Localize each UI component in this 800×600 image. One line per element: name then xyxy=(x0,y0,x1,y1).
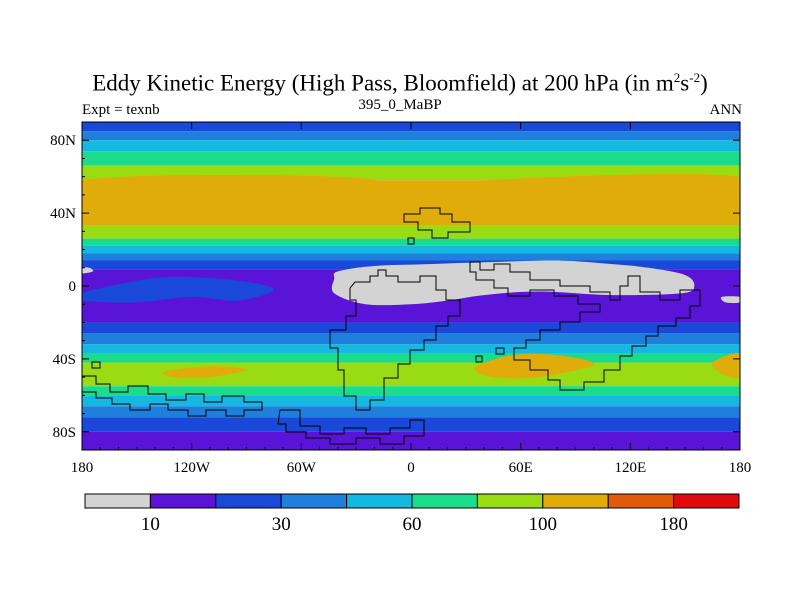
antarctic-margin-coastline xyxy=(277,409,425,445)
contour-band-21 xyxy=(82,431,740,450)
legend-swatch-9 xyxy=(673,493,740,509)
legend-swatch-5 xyxy=(411,493,478,509)
x-tick-label: 120E xyxy=(614,460,646,476)
legend-label: 10 xyxy=(141,514,160,535)
contour-band-3 xyxy=(82,151,740,166)
south-pacific-max xyxy=(711,352,740,379)
tropical-low-region xyxy=(331,260,695,306)
legend-label: 60 xyxy=(403,514,422,535)
south-america-coastline xyxy=(82,375,263,417)
north-atlantic-jet-max xyxy=(462,174,740,225)
contour-band-9 xyxy=(82,253,740,261)
contour-band-17 xyxy=(82,386,740,396)
x-tick-label: 120W xyxy=(173,460,211,476)
central-pacific-low-patch xyxy=(82,267,94,274)
legend-label: 30 xyxy=(272,514,291,535)
contour-band-6 xyxy=(82,225,740,239)
legend-swatch-0 xyxy=(84,493,151,509)
legend-swatch-8 xyxy=(607,493,675,509)
contour-band-20 xyxy=(82,417,740,432)
legend-swatch-1 xyxy=(149,493,217,509)
y-tick-label: 40N xyxy=(50,206,76,222)
y-tick-label: 80S xyxy=(53,425,76,441)
legend-swatch-4 xyxy=(346,493,413,509)
equatorial-dip-west xyxy=(82,276,274,303)
asia-coastline xyxy=(469,261,701,391)
x-tick-label: 60E xyxy=(509,460,533,476)
south-atlantic-max xyxy=(162,366,247,378)
experiment-label: Expt = texnb xyxy=(82,102,160,118)
contour-band-2 xyxy=(82,140,740,152)
legend-swatch-6 xyxy=(476,493,544,509)
coastline-outline xyxy=(82,207,701,445)
x-tick-label: 60W xyxy=(287,460,317,476)
legend-label: 180 xyxy=(659,514,688,535)
x-tick-label: 0 xyxy=(407,460,415,476)
legend-label: 100 xyxy=(529,514,558,535)
contour-band-1 xyxy=(82,131,740,141)
y-tick-label: 0 xyxy=(69,279,77,295)
contour-band-19 xyxy=(82,406,740,418)
contour-band-13 xyxy=(82,333,740,345)
contour-field xyxy=(82,122,740,450)
contour-band-7 xyxy=(82,238,740,246)
chart-title: Eddy Kinetic Energy (High Pass, Bloomfie… xyxy=(92,70,708,96)
axes: 180 120W 60W 0 60E 120E 180 80N 40N 0 40S 80S xyxy=(50,122,751,476)
legend-swatch-7 xyxy=(542,493,609,509)
legend-swatch-3 xyxy=(280,493,348,509)
africa-coastline xyxy=(329,269,461,411)
contour-band-12 xyxy=(82,322,740,334)
run-label: 395_0_MaBP xyxy=(358,97,442,113)
east-pacific-low-patch xyxy=(720,296,740,304)
contour-band-14 xyxy=(82,344,740,354)
south-indian-max xyxy=(474,353,595,379)
contour-band-18 xyxy=(82,395,740,407)
x-tick-label: 180 xyxy=(729,460,752,476)
contour-band-8 xyxy=(82,245,740,254)
legend-swatch-2 xyxy=(215,493,282,509)
period-label: ANN xyxy=(709,102,743,118)
europe-coastline xyxy=(403,207,471,245)
x-tick-label: 180 xyxy=(71,460,94,476)
pacific-island-outline xyxy=(91,347,505,369)
y-tick-label: 40S xyxy=(53,352,76,368)
north-pacific-jet-max xyxy=(82,175,408,224)
color-legend: 10 30 60 100 180 xyxy=(84,493,740,535)
contour-band-15 xyxy=(82,353,740,363)
y-tick-label: 80N xyxy=(50,133,76,149)
